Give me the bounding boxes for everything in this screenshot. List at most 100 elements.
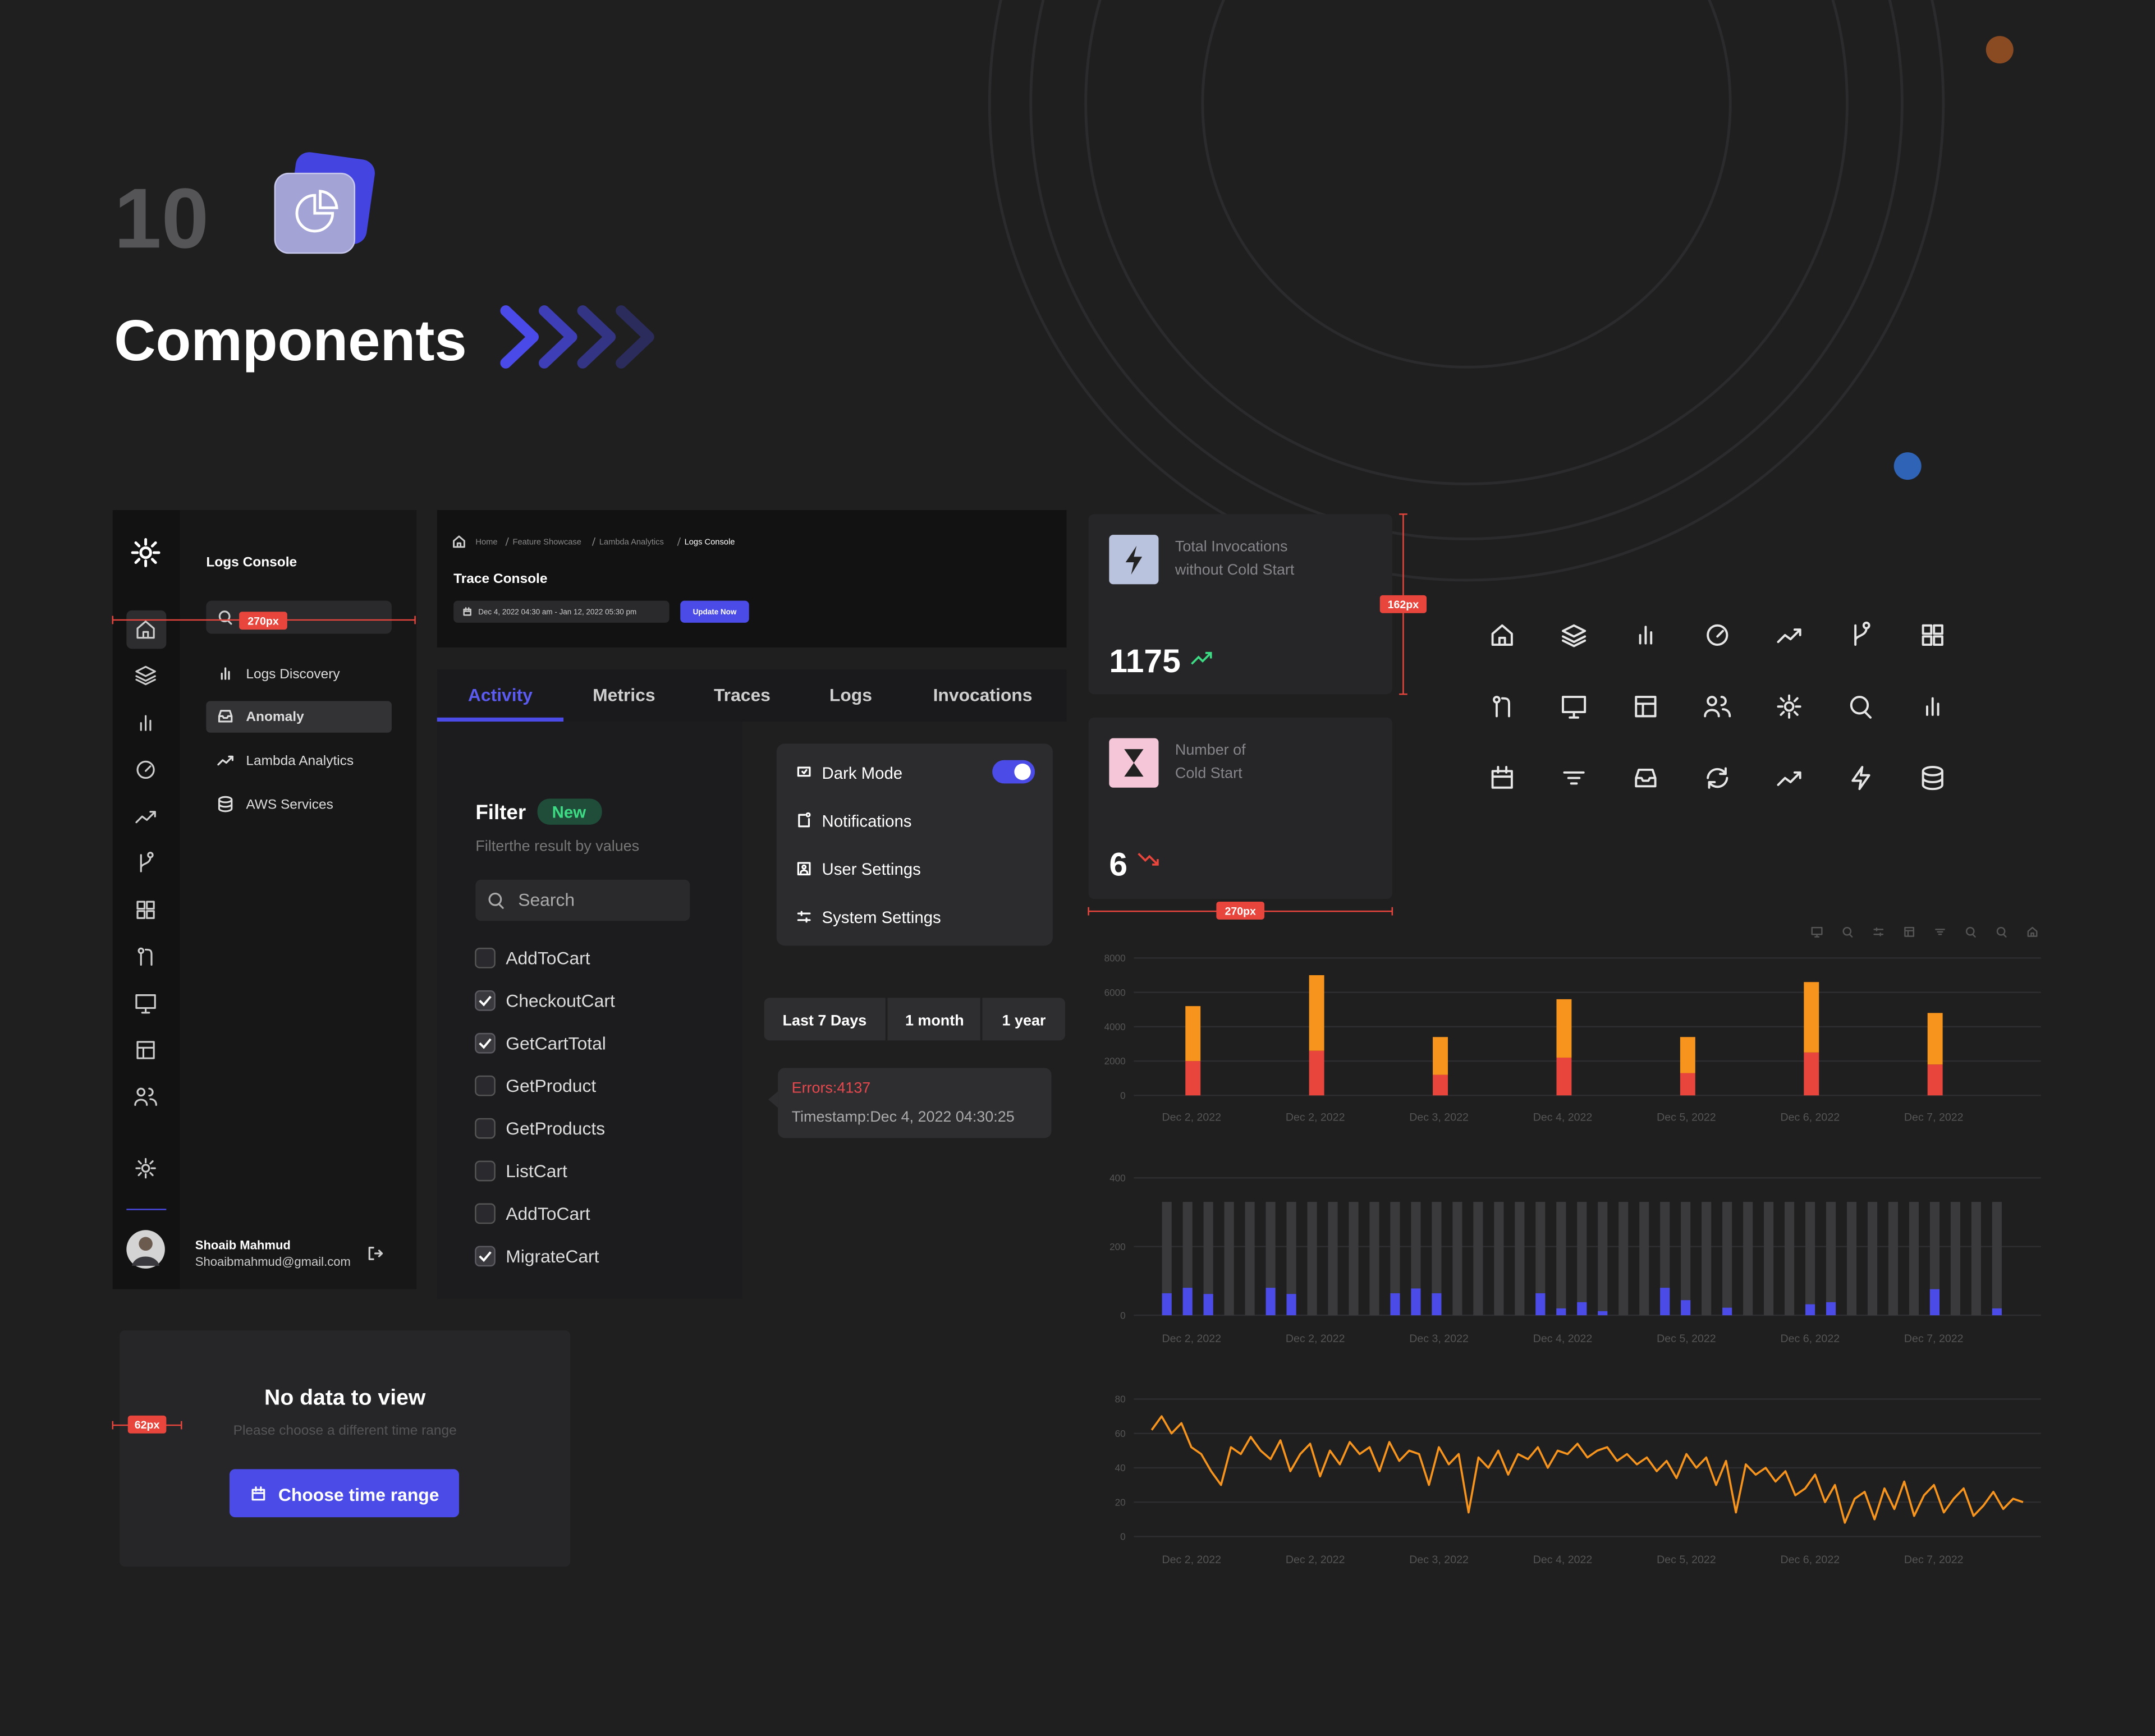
filter-badge bbox=[537, 798, 602, 825]
tab[interactable]: Traces bbox=[714, 685, 771, 705]
date-range-text: Dec 4, 2022 04:30 am - Jan 12, 2022 05:3… bbox=[478, 608, 636, 616]
avatar-head bbox=[139, 1237, 153, 1251]
icon bbox=[1491, 766, 1513, 789]
stat-icon bbox=[1125, 545, 1143, 575]
checkbox-label[interactable]: AddToCart bbox=[506, 948, 590, 968]
bar-track bbox=[1722, 1202, 1732, 1316]
checkbox[interactable] bbox=[475, 1075, 496, 1096]
tab[interactable]: Activity bbox=[468, 685, 533, 705]
nav-item[interactable]: AWS Services bbox=[246, 797, 333, 812]
checkbox-label[interactable]: ListCart bbox=[506, 1161, 567, 1181]
bar-track bbox=[1390, 1202, 1400, 1316]
measure-label-bg bbox=[1216, 902, 1265, 920]
measure-label-bg bbox=[127, 1415, 167, 1434]
icon bbox=[135, 1158, 156, 1179]
update-button[interactable] bbox=[680, 600, 749, 623]
nav-item[interactable]: Lambda Analytics bbox=[246, 753, 354, 768]
icon bbox=[217, 755, 233, 766]
stat-label: Total Invocations bbox=[1175, 538, 1288, 555]
range-button[interactable]: 1 year bbox=[1002, 1012, 1046, 1028]
icon bbox=[1935, 929, 1945, 935]
menu-item[interactable]: User Settings bbox=[822, 860, 920, 879]
icon bbox=[1562, 696, 1587, 719]
empty-button-text[interactable]: Choose time range bbox=[278, 1485, 439, 1505]
checkbox[interactable] bbox=[475, 1203, 496, 1224]
bar-track bbox=[1266, 1202, 1276, 1316]
bar-track bbox=[1826, 1202, 1836, 1316]
icon bbox=[1777, 694, 1801, 719]
checkmark bbox=[479, 1251, 492, 1262]
menu-item[interactable]: Notifications bbox=[822, 812, 911, 831]
bar bbox=[1390, 1293, 1400, 1316]
x-tick-label: Dec 7, 2022 bbox=[1904, 1112, 1964, 1124]
sidebar-search[interactable] bbox=[206, 600, 392, 634]
checkbox-label[interactable]: MigrateCart bbox=[506, 1246, 599, 1266]
bar bbox=[1826, 1302, 1836, 1316]
bar-track bbox=[1473, 1202, 1483, 1316]
range-button[interactable]: 1 month bbox=[905, 1012, 964, 1028]
bar bbox=[1660, 1288, 1670, 1316]
bar-track bbox=[1432, 1202, 1442, 1316]
icon bbox=[488, 893, 504, 909]
bar-track bbox=[1286, 1202, 1296, 1316]
update-button-text[interactable]: Update Now bbox=[693, 608, 737, 616]
nav-item[interactable]: Anomaly bbox=[246, 709, 304, 724]
bar-track bbox=[1182, 1202, 1193, 1316]
y-tick-label: 400 bbox=[1109, 1172, 1126, 1183]
bar-track bbox=[1535, 1202, 1546, 1316]
nav-item[interactable]: Logs Discovery bbox=[246, 667, 340, 682]
bar-segment bbox=[1804, 982, 1819, 1053]
menu-item[interactable]: Dark Mode bbox=[822, 764, 902, 783]
bar-segment bbox=[1680, 1037, 1695, 1073]
icon bbox=[136, 901, 155, 919]
section-title: Logs Console bbox=[206, 554, 297, 570]
trace-header bbox=[437, 510, 1067, 647]
decor-ring bbox=[1201, 0, 1732, 369]
measure-label: 270px bbox=[247, 616, 279, 628]
breadcrumb-item: Home bbox=[475, 538, 497, 546]
bar-segment bbox=[1680, 1073, 1695, 1096]
checkbox-label[interactable]: GetProducts bbox=[506, 1118, 605, 1138]
checkbox[interactable] bbox=[475, 990, 496, 1011]
icon bbox=[140, 852, 154, 872]
checkbox[interactable] bbox=[475, 1032, 496, 1054]
bar-track bbox=[1805, 1202, 1815, 1316]
x-tick-label: Dec 5, 2022 bbox=[1657, 1333, 1716, 1345]
checkbox[interactable] bbox=[475, 1160, 496, 1182]
chevron bbox=[500, 305, 539, 369]
empty-button[interactable] bbox=[229, 1469, 459, 1518]
bar bbox=[1432, 1293, 1442, 1316]
bar-segment bbox=[1185, 1006, 1201, 1062]
filter-search-placeholder[interactable]: Search bbox=[518, 889, 575, 910]
bar-segment bbox=[1556, 999, 1572, 1058]
checkbox-label[interactable]: CheckoutCart bbox=[506, 990, 615, 1011]
checkbox[interactable] bbox=[475, 1118, 496, 1139]
filter-search[interactable] bbox=[475, 879, 690, 921]
checkbox-label[interactable]: GetCartTotal bbox=[506, 1033, 606, 1053]
menu-item[interactable]: System Settings bbox=[822, 908, 941, 927]
decor-ring bbox=[988, 0, 1945, 582]
breadcrumb-sep bbox=[592, 537, 596, 546]
tab[interactable]: Invocations bbox=[933, 685, 1033, 705]
bar-track bbox=[1764, 1202, 1774, 1316]
bar-track bbox=[1328, 1202, 1338, 1316]
bar-segment bbox=[1927, 1064, 1943, 1096]
tab[interactable]: Metrics bbox=[593, 685, 655, 705]
breadcrumb-sep bbox=[677, 537, 681, 546]
x-tick-label: Dec 2, 2022 bbox=[1162, 1554, 1221, 1566]
icon bbox=[797, 862, 811, 876]
checkbox[interactable] bbox=[475, 1246, 496, 1267]
x-tick-label: Dec 2, 2022 bbox=[1162, 1112, 1221, 1124]
checkbox-label[interactable]: AddToCart bbox=[506, 1204, 590, 1224]
range-button[interactable]: Last 7 Days bbox=[783, 1012, 867, 1028]
checkbox-label[interactable]: GetProduct bbox=[506, 1076, 596, 1096]
bar bbox=[1286, 1294, 1296, 1316]
decor-ring bbox=[1029, 0, 1904, 540]
stat-label: Cold Start bbox=[1175, 765, 1242, 782]
bar-track bbox=[1702, 1202, 1712, 1316]
icon bbox=[1707, 767, 1728, 789]
checkbox[interactable] bbox=[475, 948, 496, 968]
tab[interactable]: Logs bbox=[829, 685, 872, 705]
icon bbox=[135, 665, 156, 686]
icon bbox=[135, 811, 156, 824]
